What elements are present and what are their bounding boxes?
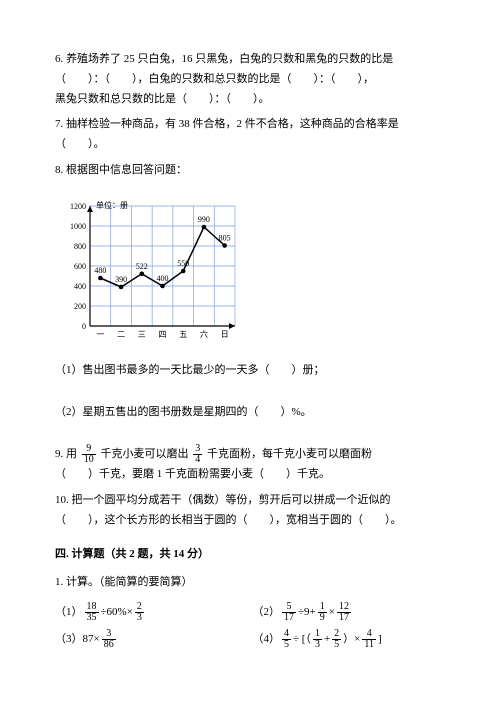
line-chart: 0 200 400 600 800 1000 1200 单位：册 480 一 390 二 522 三 400… — [55, 191, 450, 341]
svg-text:600: 600 — [74, 262, 86, 271]
svg-text:五: 五 — [179, 330, 187, 339]
question-7: 7. 抽样检验一种商品，有 38 件合格，2 件不合格，这种商品的合格率是 （ … — [55, 115, 450, 155]
q8-head: 8. 根据图中信息回答问题： — [55, 161, 450, 181]
svg-text:四: 四 — [159, 330, 167, 339]
svg-text:200: 200 — [74, 302, 86, 311]
calc-1: （1） 1835 ÷60%× 23 — [55, 602, 253, 623]
q8-sub1: （1）售出图书最多的一天比最少的一天多（ ）册； — [55, 361, 450, 381]
question-8: 8. 根据图中信息回答问题： — [55, 161, 450, 181]
chart-svg: 0 200 400 600 800 1000 1200 单位：册 480 一 390 二 522 三 400… — [55, 191, 245, 341]
svg-text:990: 990 — [198, 215, 210, 224]
section-4-title: 四. 计算题（共 2 题，共 14 分） — [55, 545, 450, 565]
svg-text:480: 480 — [94, 266, 106, 275]
svg-text:1200: 1200 — [70, 202, 86, 211]
svg-text:390: 390 — [115, 275, 127, 284]
question-9: 9. 用 9 10 千克小麦可以磨出 3 4 千克面粉，每千克小麦可以磨面粉 （… — [55, 444, 450, 485]
q9-line2: （ ）千克，要磨 1 千克面粉需要小麦（ ）千克。 — [55, 465, 450, 485]
svg-text:400: 400 — [157, 274, 169, 283]
svg-text:400: 400 — [74, 282, 86, 291]
calc-2: （2） 517 ÷9+ 19 × 1217 — [253, 602, 451, 623]
svg-text:六: 六 — [200, 329, 208, 339]
q9-frac1: 9 10 — [82, 444, 96, 465]
svg-text:单位：册: 单位：册 — [96, 200, 128, 210]
svg-text:三: 三 — [138, 330, 146, 339]
svg-text:1000: 1000 — [70, 222, 86, 231]
q6-line3: 黑兔只数和总只数的比是（ ）：（ ）。 — [55, 90, 450, 110]
svg-text:0: 0 — [82, 322, 86, 331]
svg-text:日: 日 — [221, 330, 229, 339]
calc-row-2: （3）87× 386 （4） 45 ÷ [（ 13 + 25 ）× 411 ] — [55, 629, 450, 650]
svg-text:二: 二 — [117, 330, 125, 339]
section-4-sub: 1. 计算。（能简算的要简算） — [55, 573, 450, 593]
svg-text:一: 一 — [96, 330, 104, 339]
q9-mid1: 千克小麦可以磨出 — [101, 448, 189, 460]
calc-3: （3）87× 386 — [55, 629, 253, 650]
q7-line2: （ ）。 — [55, 135, 450, 155]
q7-line1: 7. 抽样检验一种商品，有 38 件合格，2 件不合格，这种商品的合格率是 — [55, 115, 450, 135]
question-6: 6. 养殖场养了 25 只白兔，16 只黑兔，白兔的只数和黑兔的只数的比是 （ … — [55, 50, 450, 109]
svg-text:800: 800 — [74, 242, 86, 251]
q10-line1: 10. 把一个圆平均分成若干（偶数）等份，剪开后可以拼成一个近似的 — [55, 491, 450, 511]
calc-4: （4） 45 ÷ [（ 13 + 25 ）× 411 ] — [253, 629, 451, 650]
calc-row-1: （1） 1835 ÷60%× 23 （2） 517 ÷9+ 19 × 1217 — [55, 602, 450, 623]
q9-frac2: 3 4 — [193, 444, 202, 465]
svg-text:522: 522 — [136, 262, 148, 271]
q9-pre: 9. 用 — [55, 448, 77, 460]
q6-line1: 6. 养殖场养了 25 只白兔，16 只黑兔，白兔的只数和黑兔的只数的比是 — [55, 50, 450, 70]
question-10: 10. 把一个圆平均分成若干（偶数）等份，剪开后可以拼成一个近似的 （ ），这个… — [55, 491, 450, 531]
q8-sub2: （2）星期五售出的图书册数是星期四的（ ）%。 — [55, 403, 450, 423]
q10-line2: （ ），这个长方形的长相当于圆的（ ），宽相当于圆的（ ）。 — [55, 511, 450, 531]
q6-line2: （ ）：（ ），白兔的只数和总只数的比是（ ）：（ ）， — [55, 70, 450, 90]
q9-mid2: 千克面粉，每千克小麦可以磨面粉 — [207, 448, 372, 460]
